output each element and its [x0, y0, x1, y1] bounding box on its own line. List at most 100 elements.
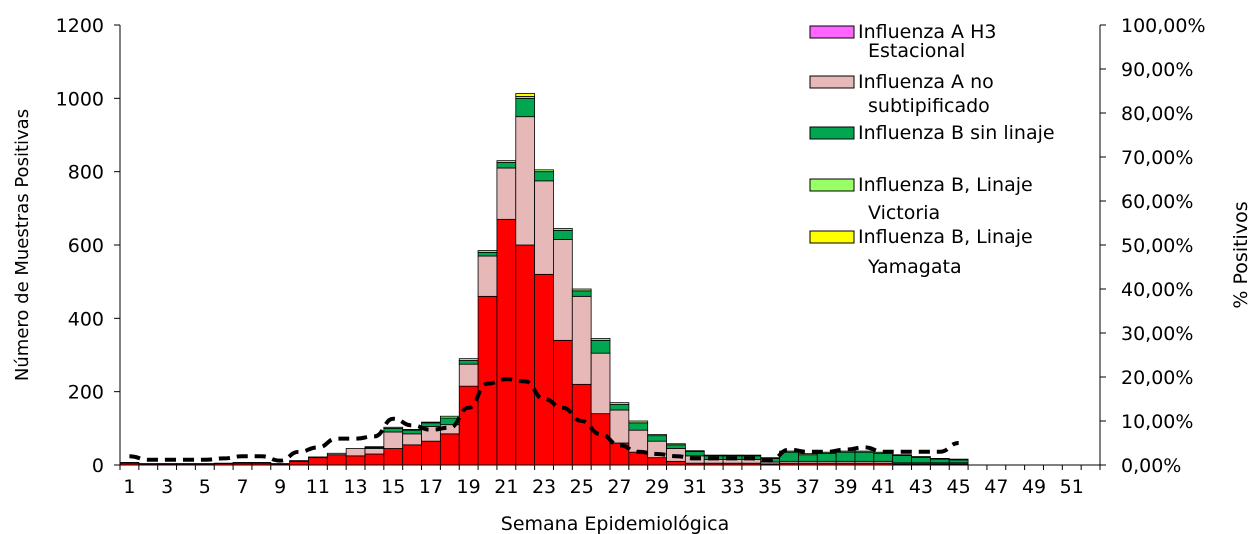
- y2-tick-label: 70,00%: [1121, 147, 1193, 169]
- bar-segment-week-19-series-2: [458, 363, 479, 387]
- bar-segment-week-24-series-0: [553, 339, 573, 466]
- bar-segment-week-17-series-3: [421, 422, 441, 427]
- bar-segment-week-13-series-2: [345, 448, 366, 457]
- bar-segment-week-25-series-4: [571, 288, 592, 292]
- bar-segment-week-24-series-4: [553, 228, 573, 231]
- bar-segment-week-20-series-4: [477, 250, 498, 253]
- y-tick-label: 0: [92, 455, 104, 477]
- bar-segment-week-14-series-2: [364, 448, 385, 455]
- x-tick-label: 1: [123, 476, 135, 498]
- bars-layer: [119, 93, 969, 466]
- legend-swatch: [809, 75, 855, 89]
- bar-segment-week-45-series-4: [948, 458, 969, 461]
- bar-segment-week-24-series-3: [553, 229, 573, 240]
- bar-segment-week-32-series-4: [703, 454, 724, 457]
- bar-segment-week-23-series-2: [534, 180, 554, 275]
- x-tick-label: 35: [758, 476, 782, 498]
- x-tick-label: 5: [199, 476, 211, 498]
- y-tick-label: 1000: [56, 88, 104, 110]
- bar-segment-week-21-series-2: [496, 167, 517, 220]
- bar-segment-week-44-series-3: [929, 458, 950, 464]
- bar-segment-week-22-series-5: [515, 93, 536, 97]
- bar-segment-week-14-series-0: [364, 453, 385, 466]
- x-tick-label: 29: [645, 476, 669, 498]
- bar-segment-week-21-series-3: [496, 162, 517, 169]
- bar-segment-week-39-series-3: [835, 451, 856, 462]
- bar-segment-week-17-series-4: [421, 421, 441, 424]
- y2-tick-label: 100,00%: [1121, 15, 1206, 37]
- y2-tick-label: 80,00%: [1121, 103, 1193, 125]
- y-tick-label: 200: [68, 382, 104, 404]
- bar-segment-week-28-series-3: [628, 422, 649, 431]
- y2-tick-label: 50,00%: [1121, 235, 1193, 257]
- bar-segment-week-31-series-3: [684, 451, 705, 457]
- positivity-line: [129, 377, 959, 463]
- bar-segment-week-15-series-2: [383, 431, 404, 449]
- bar-segment-week-24-series-2: [553, 239, 573, 341]
- legend-label: Influenza B, Linaje Victoria: [858, 174, 1033, 224]
- bar-segment-week-30-series-0: [666, 460, 686, 466]
- bar-segment-week-42-series-3: [892, 455, 912, 464]
- x-tick-label: 23: [532, 476, 556, 498]
- x-tick-label: 3: [161, 476, 173, 498]
- y2-axis-title: % Positivos: [1230, 201, 1249, 308]
- y2-tick-label: 0,00%: [1121, 455, 1181, 477]
- legend: Influenza A H3 Estacional Influenza A no su…: [809, 21, 1055, 278]
- bar-segment-week-25-series-3: [571, 290, 592, 297]
- bar-segment-week-27-series-4: [609, 402, 630, 405]
- bar-segment-week-16-series-2: [402, 433, 422, 446]
- legend-swatch: [809, 126, 855, 140]
- bar-segment-week-45-series-3: [948, 459, 969, 464]
- bar-segment-week-27-series-3: [609, 404, 630, 411]
- bar-segment-week-38-series-3: [816, 452, 837, 462]
- bar-segment-week-16-series-0: [402, 444, 422, 466]
- bar-segment-week-34-series-4: [741, 454, 762, 457]
- x-tick-label: 51: [1060, 476, 1084, 498]
- bar-segment-week-28-series-4: [628, 420, 649, 424]
- bar-segment-week-15-series-4: [383, 426, 404, 429]
- bar-segment-week-22-series-3: [515, 97, 536, 118]
- legend-label: Influenza A no subtipificado: [858, 71, 994, 117]
- bar-segment-week-10-series-2: [289, 460, 309, 462]
- y-axis-title: Número de Muestras Positivas: [12, 109, 33, 381]
- bar-segment-week-20-series-2: [477, 255, 498, 297]
- bar-segment-week-29-series-3: [647, 435, 667, 442]
- y-tick-label: 800: [68, 162, 104, 184]
- x-tick-label: 25: [570, 476, 594, 498]
- y2-tick-label: 10,00%: [1121, 411, 1193, 433]
- ticks-layer: 0 200 400 600 800 1000 1200 0,00% 10,00% 20,00% 30…: [56, 15, 1206, 498]
- bar-segment-week-42-series-4: [892, 454, 912, 456]
- bar-segment-week-29-series-0: [647, 457, 667, 466]
- bar-segment-week-30-series-4: [666, 443, 686, 446]
- x-tick-label: 45: [947, 476, 971, 498]
- bar-segment-week-23-series-3: [534, 171, 554, 182]
- x-tick-label: 11: [306, 476, 330, 498]
- x-tick-label: 9: [274, 476, 286, 498]
- bar-segment-week-28-series-2: [628, 429, 649, 453]
- y2-tick-label: 40,00%: [1121, 279, 1193, 301]
- bar-segment-week-23-series-0: [534, 273, 554, 466]
- x-tick-label: 21: [494, 476, 518, 498]
- bar-segment-week-18-series-4: [439, 415, 460, 419]
- bar-segment-week-29-series-4: [647, 434, 667, 437]
- bar-segment-week-19-series-3: [458, 360, 479, 365]
- bar-segment-week-22-series-0: [515, 244, 536, 466]
- bar-segment-week-10-series-0: [289, 460, 309, 466]
- x-tick-label: 33: [720, 476, 744, 498]
- x-tick-label: 41: [871, 476, 895, 498]
- bar-segment-week-16-series-4: [402, 429, 422, 431]
- bar-segment-week-26-series-2: [590, 352, 611, 415]
- y-tick-label: 400: [68, 308, 104, 330]
- bar-segment-week-40-series-4: [854, 450, 875, 453]
- legend-swatch: [809, 178, 855, 192]
- y2-tick-label: 60,00%: [1121, 191, 1193, 213]
- legend-label: Influenza B sin linaje: [858, 122, 1055, 144]
- y2-tick-label: 20,00%: [1121, 367, 1193, 389]
- x-tick-label: 27: [607, 476, 631, 498]
- y2-tick-label: 30,00%: [1121, 323, 1193, 345]
- bar-segment-week-22-series-2: [515, 116, 536, 246]
- bar-segment-week-11-series-0: [308, 457, 328, 466]
- y-tick-label: 1200: [56, 15, 104, 37]
- bar-segment-week-27-series-2: [609, 409, 630, 444]
